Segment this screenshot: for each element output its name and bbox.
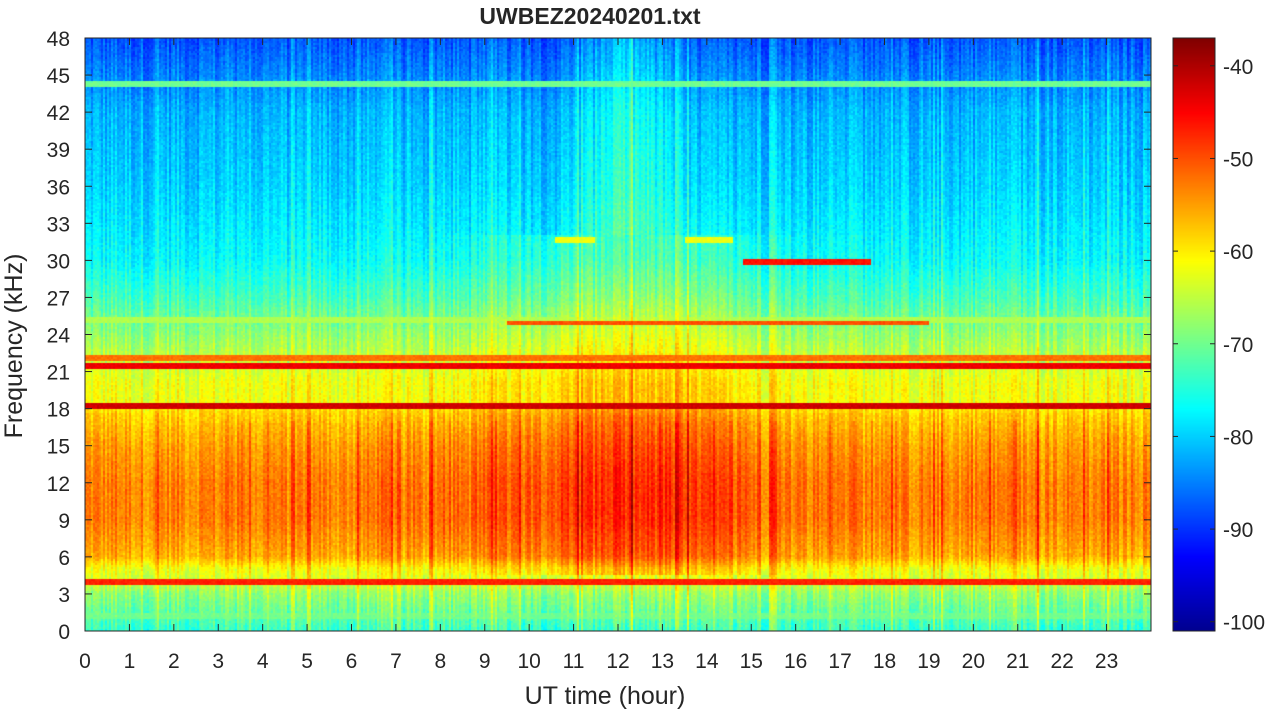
x-tick-label: 12 (606, 650, 629, 673)
y-tick-label: 12 (47, 473, 70, 496)
x-tick-label: 14 (695, 650, 719, 673)
x-tick-label: 15 (740, 650, 763, 673)
y-tick-label: 45 (47, 65, 70, 88)
y-tick-label: 27 (47, 287, 70, 310)
x-tick-label: 8 (434, 650, 446, 673)
x-tick-label: 2 (168, 650, 180, 673)
y-tick-label: 15 (47, 436, 70, 459)
colorbar-tick-label: -80 (1223, 426, 1253, 449)
colorbar-ticks: -100 -90 -80 -70 -60 -50 -40 (1173, 56, 1265, 635)
x-tick-label: 19 (917, 650, 940, 673)
y-tick-label: 0 (58, 621, 70, 644)
x-axis-ticks: 0 1 2 3 4 5 6 7 8 9 10 11 12 13 14 15 16 17 18 19 20 21 22 23 (79, 38, 1118, 673)
x-tick-label: 6 (346, 650, 358, 673)
x-tick-label: 4 (257, 650, 269, 673)
x-tick-label: 11 (563, 650, 585, 673)
y-axis-label: Frequency (kHz) (0, 254, 28, 439)
colorbar-tick-label: -60 (1223, 241, 1253, 264)
chart-title: UWBEZ20240201.txt (479, 3, 700, 29)
colorbar-frame (1172, 37, 1216, 632)
y-tick-label: 30 (47, 250, 70, 273)
colorbar-tick-label: -40 (1223, 56, 1253, 79)
x-tick-label: 22 (1050, 650, 1073, 673)
colorbar-tick-label: -70 (1223, 334, 1253, 357)
x-tick-label: 20 (962, 650, 985, 673)
y-tick-label: 36 (47, 176, 70, 199)
x-tick-label: 21 (1006, 650, 1029, 673)
y-tick-label: 24 (47, 325, 71, 348)
x-tick-label: 23 (1095, 650, 1118, 673)
x-tick-label: 18 (873, 650, 896, 673)
colorbar-gradient (1173, 38, 1215, 631)
colorbar-tick-label: -90 (1223, 519, 1253, 542)
colorbar-tick-label: -50 (1223, 148, 1253, 171)
x-tick-label: 17 (828, 650, 851, 673)
y-tick-label: 18 (47, 399, 70, 422)
x-tick-label: 10 (517, 650, 540, 673)
y-tick-label: 3 (58, 584, 70, 607)
y-tick-label: 21 (47, 362, 70, 385)
spectrogram-plot (84, 37, 1152, 632)
spectrogram-image (85, 38, 1151, 631)
x-tick-label: 0 (79, 650, 91, 673)
y-tick-label: 39 (47, 139, 70, 162)
x-axis-label: UT time (hour) (525, 682, 686, 710)
x-tick-label: 7 (390, 650, 402, 673)
colorbar-tick-label: -100 (1223, 612, 1265, 635)
y-tick-label: 42 (47, 102, 70, 125)
y-tick-label: 33 (47, 213, 70, 236)
x-tick-label: 1 (124, 650, 136, 673)
colorbar: -100 -90 -80 -70 -60 -50 -40 (1172, 37, 1265, 635)
x-tick-label: 13 (651, 650, 674, 673)
x-tick-label: 16 (784, 650, 807, 673)
y-tick-label: 48 (47, 28, 70, 51)
y-tick-label: 9 (58, 510, 70, 533)
x-tick-label: 3 (212, 650, 224, 673)
y-tick-label: 6 (58, 547, 70, 570)
x-tick-label: 5 (301, 650, 313, 673)
x-tick-label: 9 (479, 650, 491, 673)
